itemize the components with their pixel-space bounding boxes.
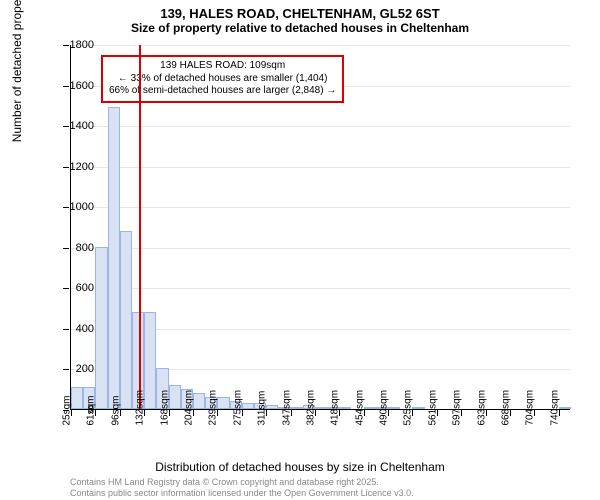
y-tick (63, 288, 69, 289)
y-tick (63, 369, 69, 370)
histogram-bar (108, 107, 120, 409)
histogram-bar (412, 407, 424, 409)
marker-line (139, 45, 141, 409)
histogram-bar (364, 407, 376, 409)
histogram-bar (315, 407, 327, 409)
plot-area: 139 HALES ROAD: 109sqm← 33% of detached … (70, 45, 570, 410)
y-tick-label: 800 (76, 242, 94, 254)
histogram-bar (242, 403, 254, 409)
y-tick-label: 1600 (70, 80, 94, 92)
gridline (71, 207, 570, 208)
histogram-bar (120, 231, 132, 409)
y-axis-title: Number of detached properties (10, 0, 24, 142)
chart-container: 139, HALES ROAD, CHELTENHAM, GL52 6ST Si… (0, 0, 600, 500)
gridline (71, 126, 570, 127)
histogram-bar (559, 407, 571, 409)
histogram-bar (339, 407, 351, 409)
footer-line-1: Contains HM Land Registry data © Crown c… (70, 477, 379, 487)
y-tick-label: 1000 (70, 201, 94, 213)
annotation-box: 139 HALES ROAD: 109sqm← 33% of detached … (101, 55, 344, 103)
y-tick (63, 248, 69, 249)
footer-line-2: Contains public sector information licen… (70, 488, 414, 498)
x-axis-title: Distribution of detached houses by size … (0, 460, 600, 474)
y-tick-label: 400 (76, 323, 94, 335)
y-tick (63, 45, 69, 46)
y-tick (63, 126, 69, 127)
gridline (71, 248, 570, 249)
y-tick-label: 1400 (70, 120, 94, 132)
histogram-bar (95, 247, 107, 409)
annotation-line-3: 66% of semi-detached houses are larger (… (109, 85, 336, 98)
y-tick (63, 329, 69, 330)
histogram-bar (266, 405, 278, 409)
y-tick-label: 1200 (70, 161, 94, 173)
y-tick-label: 200 (76, 363, 94, 375)
chart-subtitle: Size of property relative to detached ho… (0, 21, 600, 39)
y-tick (63, 167, 69, 168)
histogram-bar (71, 387, 83, 409)
y-tick-label: 1800 (70, 39, 94, 51)
y-tick (63, 207, 69, 208)
histogram-bar (217, 397, 229, 409)
chart-title: 139, HALES ROAD, CHELTENHAM, GL52 6ST (0, 0, 600, 21)
annotation-line-1: 139 HALES ROAD: 109sqm (109, 60, 336, 73)
gridline (71, 167, 570, 168)
y-tick (63, 86, 69, 87)
annotation-line-2: ← 33% of detached houses are smaller (1,… (109, 73, 336, 86)
gridline (71, 45, 570, 46)
footer-attribution: Contains HM Land Registry data © Crown c… (70, 477, 414, 498)
histogram-bar (388, 407, 400, 409)
histogram-bar (144, 312, 156, 409)
gridline (71, 288, 570, 289)
y-tick-label: 600 (76, 282, 94, 294)
histogram-bar (193, 393, 205, 409)
